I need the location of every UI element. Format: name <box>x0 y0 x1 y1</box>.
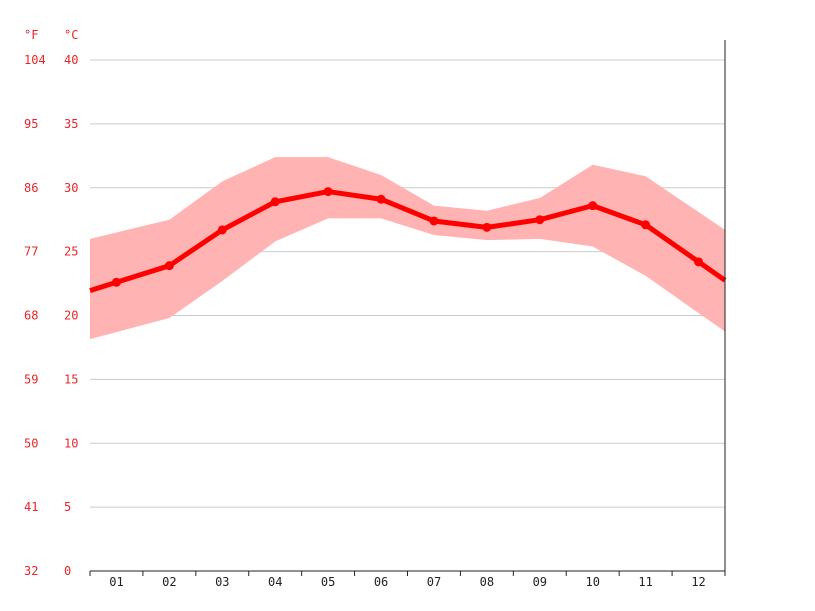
y-tick-label-celsius: 35 <box>64 117 78 131</box>
y-tick-label-fahrenheit: 59 <box>24 372 38 386</box>
x-tick-label: 05 <box>321 575 335 589</box>
data-point <box>482 222 492 232</box>
axes: °F °C 0 32 5 41 10 50 15 59 20 68 25 77 30 86 35 95 40 10… <box>24 28 726 589</box>
fahrenheit-unit-label: °F <box>24 28 38 42</box>
x-tick-label: 01 <box>109 575 123 589</box>
y-tick-label-fahrenheit: 95 <box>24 117 38 131</box>
data-point <box>376 194 386 204</box>
x-tick-label: 06 <box>374 575 388 589</box>
y-tick-label-fahrenheit: 32 <box>24 564 38 578</box>
data-point <box>164 261 174 271</box>
y-tick-label-fahrenheit: 104 <box>24 53 46 67</box>
x-tick-label: 07 <box>427 575 441 589</box>
data-point <box>323 187 333 197</box>
x-tick-label: 08 <box>480 575 494 589</box>
data-point <box>588 201 598 211</box>
x-tick-label: 11 <box>638 575 652 589</box>
y-tick-label-fahrenheit: 68 <box>24 309 38 323</box>
y-tick-label-fahrenheit: 50 <box>24 436 38 450</box>
y-tick-label-fahrenheit: 86 <box>24 181 38 195</box>
x-tick-label: 03 <box>215 575 229 589</box>
y-tick-label-celsius: 40 <box>64 53 78 67</box>
data-point <box>535 215 545 225</box>
y-tick-label-fahrenheit: 77 <box>24 245 38 259</box>
y-tick-label-celsius: 5 <box>64 500 71 514</box>
temperature-range-band <box>90 157 725 340</box>
x-tick-label: 12 <box>691 575 705 589</box>
series-line <box>89 189 727 293</box>
data-point <box>694 257 704 267</box>
y-tick-label-celsius: 10 <box>64 436 78 450</box>
x-tick-label: 09 <box>533 575 547 589</box>
data-point <box>111 277 121 287</box>
temperature-series <box>89 187 727 293</box>
data-point <box>641 220 651 230</box>
x-tick-label: 10 <box>585 575 599 589</box>
data-point <box>270 197 280 207</box>
y-tick-label-celsius: 25 <box>64 245 78 259</box>
y-tick-label-celsius: 30 <box>64 181 78 195</box>
data-point <box>429 216 439 226</box>
y-tick-label-celsius: 15 <box>64 372 78 386</box>
y-tick-label-fahrenheit: 41 <box>24 500 38 514</box>
data-point <box>217 225 227 235</box>
x-tick-label: 04 <box>268 575 282 589</box>
y-tick-label-celsius: 0 <box>64 564 71 578</box>
range-band-area <box>90 157 725 340</box>
y-tick-label-celsius: 20 <box>64 309 78 323</box>
celsius-unit-label: °C <box>64 28 78 42</box>
x-tick-label: 02 <box>162 575 176 589</box>
